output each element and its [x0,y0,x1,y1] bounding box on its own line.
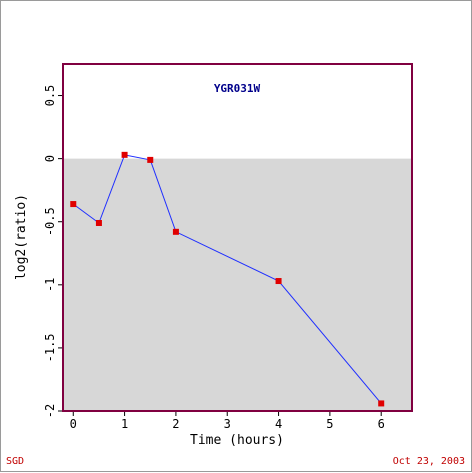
data-point-marker [95,219,102,226]
data-point-marker [275,278,282,285]
y-tick-label: -1.5 [43,333,57,362]
data-point-marker [70,201,77,208]
x-axis-label: Time (hours) [190,433,284,448]
y-tick-label: -0.5 [43,207,57,236]
x-tick-label: 2 [172,417,179,431]
x-tick-label: 0 [70,417,77,431]
y-tick-label: 0.5 [43,85,57,107]
x-tick-label: 4 [275,417,282,431]
footer-source: SGD [6,456,25,467]
chart-title: YGR031W [214,82,261,95]
y-tick-label: -1 [43,278,57,292]
y-axis-ticks: 0.5 0 -0.5 -1 -1.5 -2 [43,85,63,418]
data-markers [70,151,385,407]
x-tick-label: 5 [326,417,333,431]
data-point-marker [378,400,385,407]
data-point-marker [172,228,179,235]
footer-date: Oct 23, 2003 [392,456,465,467]
x-tick-label: 6 [378,417,385,431]
shaded-negative-region [63,158,412,411]
x-axis-ticks: 0 1 2 3 4 5 6 [70,411,385,431]
y-axis-label: log2(ratio) [14,194,29,280]
x-tick-label: 1 [121,417,128,431]
y-tick-label: 0 [43,155,57,162]
x-tick-label: 3 [224,417,231,431]
y-tick-label: -2 [43,404,57,418]
data-point-marker [121,151,128,158]
data-point-marker [147,156,154,163]
plot-frame [62,63,413,412]
